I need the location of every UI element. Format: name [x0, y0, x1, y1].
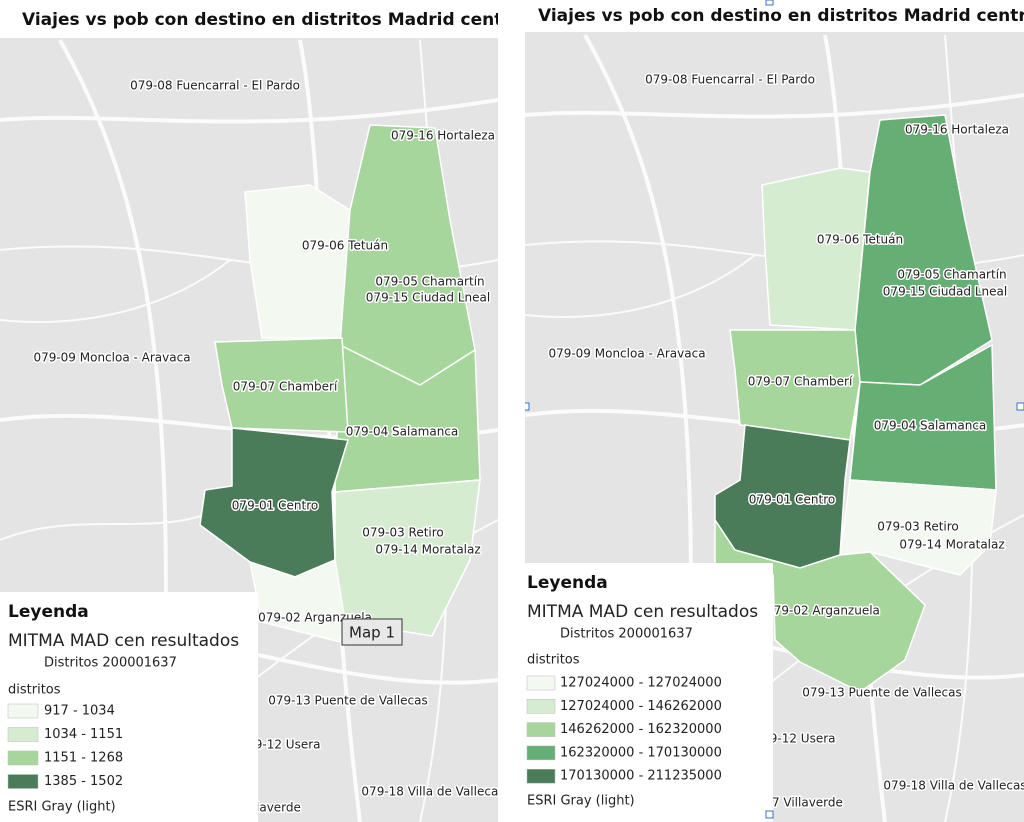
legend-rows: 127024000 - 127024000 127024000 - 1462620…: [526, 675, 722, 784]
legend-label: 127024000 - 127024000: [560, 676, 722, 691]
district-label: 079-07 Chamberí: [233, 380, 338, 394]
legend-layer: MITMA MAD cen resultados: [527, 602, 758, 622]
legend-box: [525, 563, 773, 822]
legend-label: 1385 - 1502: [44, 774, 123, 789]
district-label: 079-02 Arganzuela: [766, 604, 880, 618]
district-label: 079-01 Centro: [232, 499, 318, 513]
district-label: 079-13 Puente de Vallecas: [802, 686, 962, 700]
district-chamberi: [214, 337, 349, 433]
legend-basemap: ESRI Gray (light): [8, 800, 116, 815]
legend-swatch: [526, 722, 556, 737]
labels: 079-08 Fuencarral - El Pardo 079-16 Hort…: [547, 71, 1024, 811]
district-salamanca: [849, 343, 997, 491]
district-label: 079-07 Chamberí: [748, 375, 853, 389]
legend-swatch: [7, 774, 39, 789]
legend-swatch: [526, 745, 556, 761]
handle: [765, 0, 774, 6]
district-label: 079-01 Centro: [749, 493, 835, 507]
district-label: 079-18 Villa de Vallecas: [883, 779, 1024, 793]
district-label: 079-18 Villa de Vallecas: [361, 785, 504, 799]
district-label: 079-09 Moncloa - Aravaca: [548, 347, 705, 361]
legend-title: Leyenda: [527, 573, 608, 593]
district-label: 079-05 Chamartín: [897, 268, 1006, 282]
district-label: 079-04 Salamanca: [346, 425, 459, 439]
district-label: 079-09 Moncloa - Aravaca: [33, 351, 190, 365]
legend-label: 162320000 - 170130000: [560, 745, 722, 760]
district-label: 079-05 Chamartín: [375, 275, 484, 289]
district-label: 079-03 Retiro: [877, 520, 959, 534]
district-label: 079-13 Puente de Vallecas: [268, 694, 428, 708]
legend-field: distritos: [8, 683, 61, 698]
legend-box: [0, 592, 258, 822]
legend-swatch: [7, 750, 39, 766]
map-title: Viajes vs pob con destino en distritos M…: [538, 6, 1024, 26]
district-label: 079-16 Hortaleza: [905, 123, 1009, 137]
legend-swatch: [7, 727, 39, 742]
legend-swatch: [526, 699, 556, 714]
district-label: 079-15 Ciudad Lneal: [883, 285, 1007, 299]
map-badge-box: [341, 618, 403, 646]
title-bar: [0, 0, 498, 38]
district-label: 079-16 Hortaleza: [391, 129, 495, 143]
map-panel: 079-08 Fuencarral - El Pardo 079-16 Hort…: [0, 0, 522, 822]
title-bar: [525, 0, 1024, 32]
legend-swatch: [526, 768, 556, 784]
district-label: 079-15 Ciudad Lneal: [366, 291, 490, 305]
district-tetuan: [761, 167, 871, 331]
legend-swatch: [7, 703, 39, 719]
legend-basemap: ESRI Gray (light): [527, 794, 635, 809]
legend-sublayer: Distritos 200001637: [560, 627, 693, 642]
selection-handles: [525, 0, 1024, 819]
map-title: Viajes vs pob con destino en distritos M…: [22, 10, 522, 30]
legend: Leyenda MITMA MAD cen resultados Distrit…: [0, 592, 258, 822]
legend-sublayer: Distritos 200001637: [44, 656, 177, 671]
legend-swatch: [526, 675, 556, 691]
legend-label: 146262000 - 162320000: [560, 722, 722, 737]
legend-label: 917 - 1034: [44, 704, 115, 719]
legend-rows: 917 - 1034 1034 - 1151 1151 - 1268 1385 - 1…: [7, 703, 123, 789]
legend-title: Leyenda: [8, 602, 89, 622]
handle: [1016, 402, 1024, 411]
district-label: 079-14 Moratalaz: [375, 543, 480, 557]
district-label: 079-06 Tetuán: [302, 239, 388, 253]
district-label: 079-12 Usera: [754, 732, 835, 746]
district-label: 079-03 Retiro: [362, 526, 444, 540]
legend-label: 127024000 - 146262000: [560, 699, 722, 714]
district-label: 079-08 Fuencarral - El Pardo: [130, 79, 300, 93]
legend-label: 1151 - 1268: [44, 751, 123, 766]
district-label: 079-04 Salamanca: [874, 419, 987, 433]
legend: Leyenda MITMA MAD cen resultados Distrit…: [525, 563, 773, 822]
map-panel: 079-08 Fuencarral - El Pardo 079-16 Hort…: [525, 0, 1024, 822]
legend-layer: MITMA MAD cen resultados: [8, 631, 239, 651]
district-label: 079-12 Usera: [239, 738, 320, 752]
separator: [498, 0, 525, 822]
map-badge: Map 1: [349, 624, 395, 642]
legend-field: distritos: [527, 653, 580, 668]
handle: [765, 810, 774, 819]
legend-label: 1034 - 1151: [44, 727, 123, 742]
district-tetuan: [244, 184, 351, 339]
district-label: 079-06 Tetuán: [817, 233, 903, 247]
districts: [199, 124, 481, 643]
legend-label: 170130000 - 211235000: [560, 769, 722, 784]
district-label: 079-08 Fuencarral - El Pardo: [645, 73, 815, 87]
district-label: 079-14 Moratalaz: [899, 538, 1004, 552]
handle: [525, 402, 530, 411]
districts: [714, 114, 997, 693]
